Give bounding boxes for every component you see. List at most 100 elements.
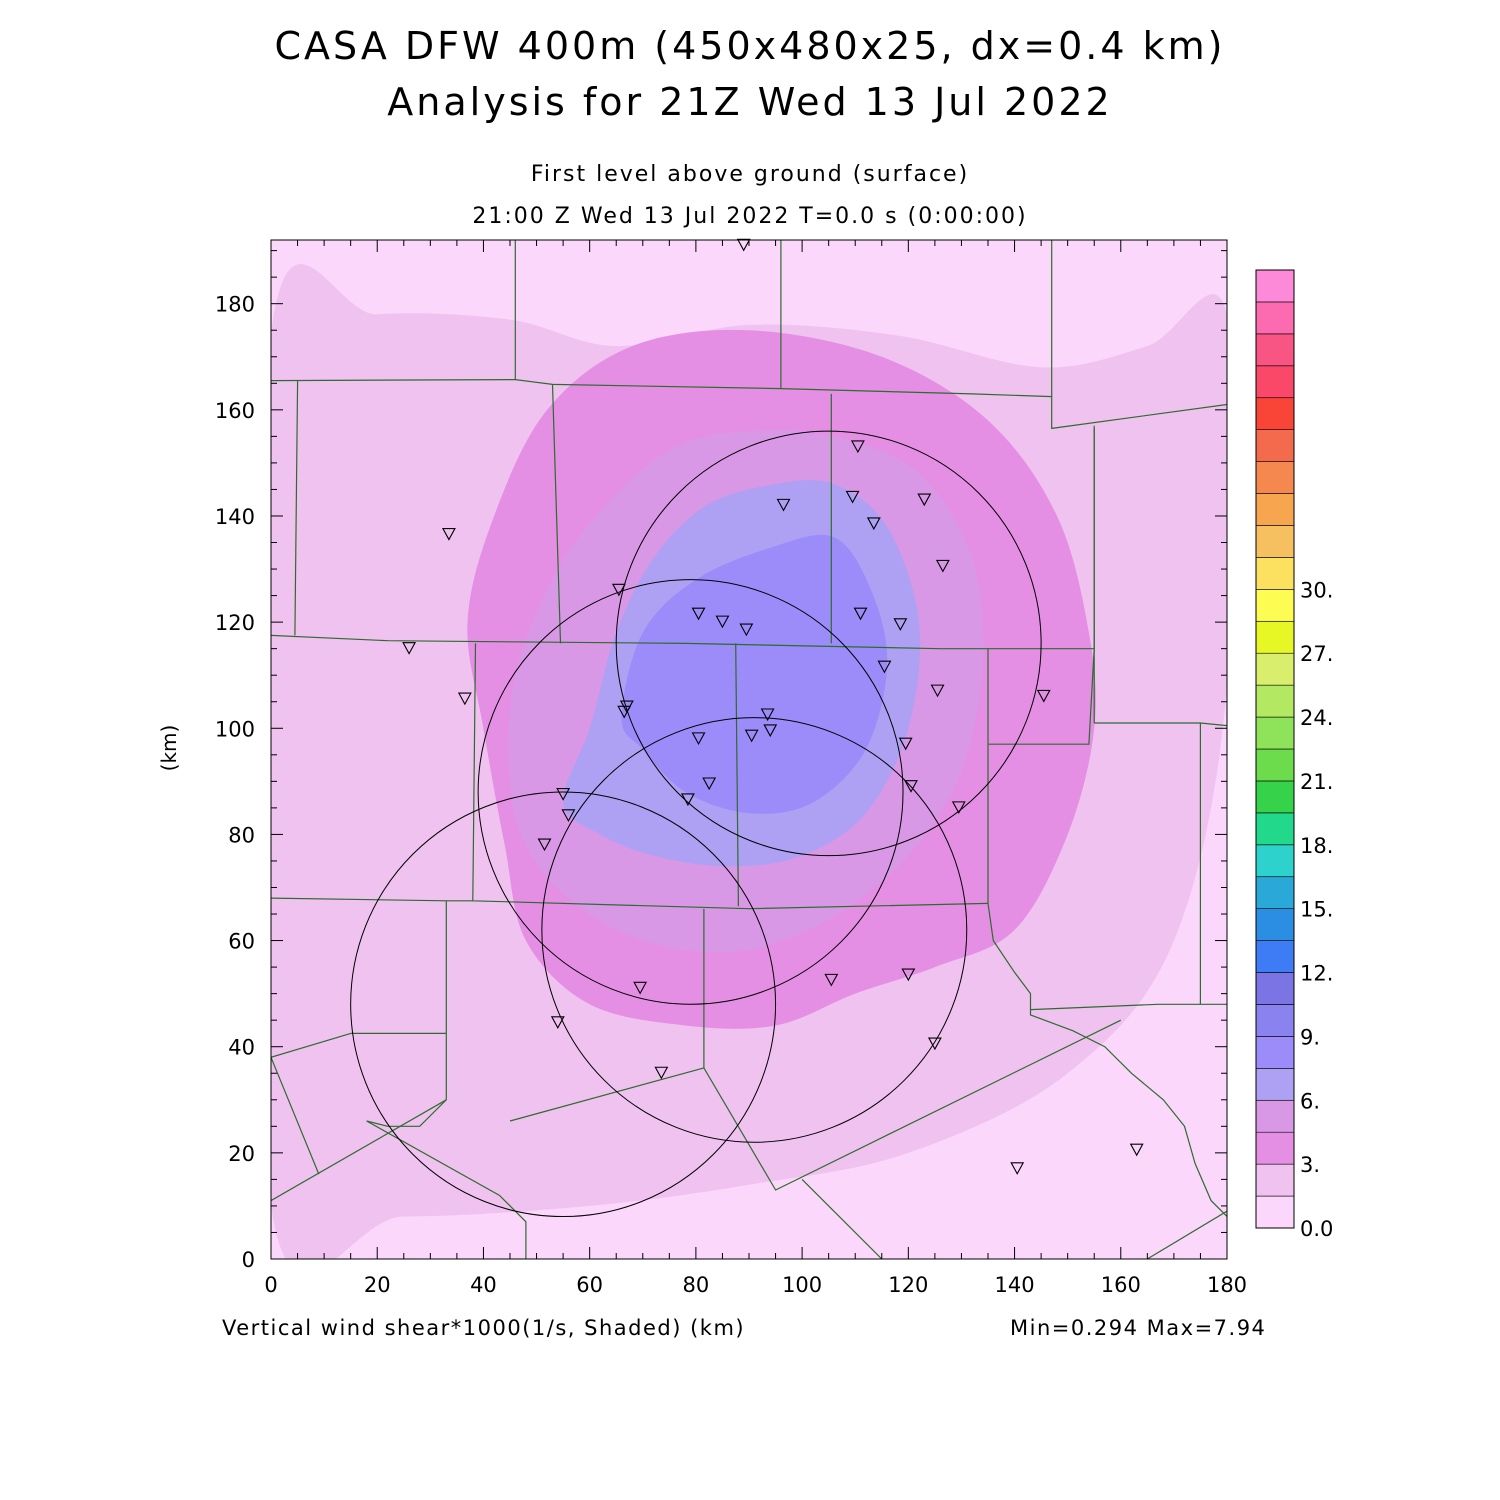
radar-range-rings (350, 430, 1042, 1218)
colorbar-label: 0.0 (1300, 1217, 1333, 1241)
colorbar-label: 21. (1300, 770, 1333, 794)
y-tick-label: 20 (228, 1142, 255, 1166)
station-marker (904, 780, 918, 793)
colorbar-swatch (1255, 269, 1295, 303)
colorbar-swatch (1255, 1036, 1295, 1069)
county-line (1146, 1210, 1227, 1259)
county-boundaries (271, 240, 1227, 1259)
y-axis-label: (km) (157, 725, 181, 772)
colorbar-swatch (1255, 1099, 1295, 1133)
colorbar-label: 27. (1300, 642, 1333, 666)
station-marker (680, 793, 695, 807)
station-marker (866, 517, 881, 531)
station-marker (691, 732, 706, 746)
county-line (271, 1057, 320, 1175)
field-label: Vertical wind shear*1000(1/s, Shaded) (k… (222, 1316, 746, 1340)
colorbar-swatch (1255, 1195, 1295, 1229)
station-marker (611, 583, 626, 597)
colorbar-label: 12. (1300, 962, 1333, 986)
station-marker (691, 607, 706, 621)
colorbar-swatch (1255, 716, 1295, 750)
colorbar-swatch (1255, 1068, 1295, 1101)
valid-time: 21:00 Z Wed 13 Jul 2022 T=0.0 s (0:00:00… (472, 204, 1028, 229)
colorbar-swatch (1255, 908, 1295, 941)
station-marker (951, 801, 966, 815)
county-line (271, 1099, 447, 1202)
station-marker (457, 692, 472, 706)
station-marker (1036, 689, 1051, 703)
station-marker (441, 528, 456, 541)
station-marker (853, 607, 868, 621)
y-tick-label: 160 (215, 399, 255, 423)
station-marker (763, 724, 778, 738)
county-line (509, 1019, 1122, 1191)
station-marker (537, 838, 552, 852)
colorbar-swatch (1255, 557, 1295, 590)
x-tick-label: 0 (264, 1273, 277, 1297)
colorbar-label: 18. (1300, 834, 1333, 858)
colorbar-swatch (1255, 620, 1295, 654)
x-tick-label: 40 (470, 1273, 497, 1297)
colorbar-swatch (1255, 365, 1295, 399)
x-tick-label: 20 (364, 1273, 391, 1297)
county-line (987, 903, 1227, 1217)
y-tick-label: 40 (228, 1036, 255, 1060)
y-tick-label: 100 (215, 717, 255, 741)
county-line (988, 648, 1095, 745)
y-axis: 0 20 40 60 80 100 120 140 160 180 (215, 250, 1227, 1272)
x-tick-label: 80 (683, 1273, 710, 1297)
station-marker (561, 809, 576, 822)
colorbar-swatch (1255, 652, 1295, 686)
colorbar-swatch (1255, 589, 1295, 622)
county-line (1030, 1003, 1227, 1011)
colorbar-swatch (1255, 333, 1295, 367)
y-tick-label: 80 (228, 823, 255, 847)
colorbar-swatch (1255, 1163, 1295, 1197)
colorbar-label: 9. (1300, 1025, 1320, 1049)
station-marker (917, 493, 932, 507)
level-description: First level above ground (surface) (530, 162, 970, 187)
x-tick-label: 180 (1207, 1273, 1247, 1297)
shear-field (271, 240, 1227, 1259)
county-line (271, 1032, 351, 1058)
county-line (801, 1178, 883, 1259)
station-marker (744, 729, 759, 743)
station-marker (739, 623, 754, 637)
station-marker (556, 788, 571, 801)
station-marker (550, 1016, 565, 1029)
county-line (735, 643, 739, 907)
colorbar-swatch (1255, 780, 1295, 814)
county-line (366, 900, 447, 1127)
station-marker (1010, 1162, 1025, 1175)
y-tick-label: 140 (215, 505, 255, 529)
colorbar-label: 3. (1300, 1153, 1320, 1177)
colorbar-label: 15. (1300, 898, 1333, 922)
station-marker (617, 705, 632, 719)
x-axis: 0 20 40 60 80 100 120 140 160 180 (264, 240, 1247, 1297)
colorbar-label: 24. (1300, 706, 1333, 730)
colorbar-swatch (1255, 1004, 1295, 1037)
station-marker (736, 238, 751, 252)
x-tick-label: 140 (995, 1273, 1035, 1297)
chart-title: CASA DFW 400m (450x480x25, dx=0.4 km) (274, 24, 1226, 68)
station-marker (715, 615, 730, 629)
chart-subtitle-analysis-time: Analysis for 21Z Wed 13 Jul 2022 (387, 80, 1113, 124)
county-line (366, 1120, 527, 1259)
county-line (551, 384, 562, 644)
station-marker (1129, 1143, 1144, 1157)
colorbar-swatch (1255, 525, 1295, 558)
colorbar-swatch (1255, 301, 1295, 335)
station-marker (824, 973, 839, 987)
station-marker (927, 1037, 942, 1051)
station-marker (935, 559, 950, 573)
station-marker (930, 684, 945, 698)
radar-range-ring (350, 791, 777, 1218)
station-marker (776, 498, 791, 512)
station-marker (760, 708, 775, 722)
radar-range-ring (477, 579, 904, 1005)
colorbar-frame (1255, 269, 1295, 1229)
min-max-readout: Min=0.294 Max=7.94 (1010, 1316, 1267, 1340)
x-tick-label: 60 (576, 1273, 603, 1297)
station-marker (402, 642, 417, 655)
